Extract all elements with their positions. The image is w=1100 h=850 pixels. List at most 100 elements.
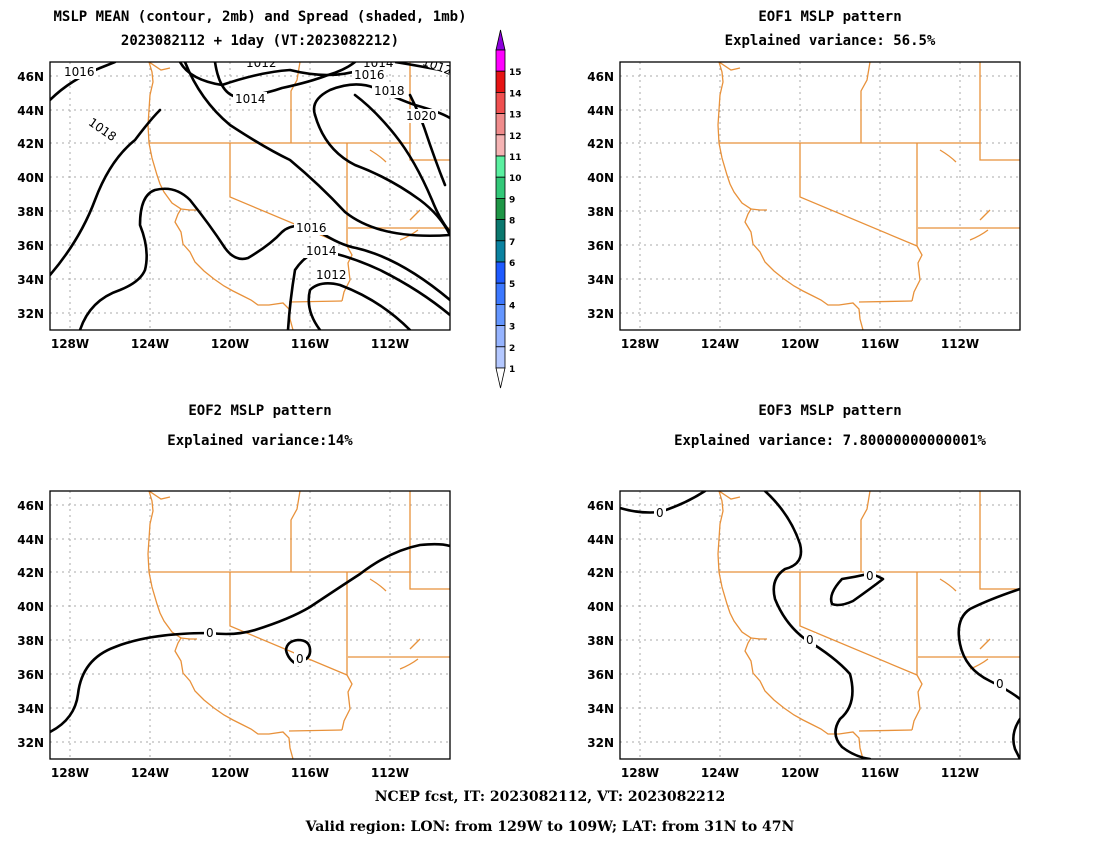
colorbar-label: 8 bbox=[509, 217, 515, 227]
mean-panel-title: MSLP MEAN (contour, 2mb) and Spread (sha… bbox=[53, 9, 467, 25]
axis-tick-labels: 46N 44N 42N 40N 38N 36N 34N 32N 128W 124W 120W 116W… bbox=[17, 70, 979, 780]
eof3-contour-label: 0 bbox=[866, 569, 874, 583]
lat-tick-label: 44N bbox=[17, 533, 44, 547]
eof2-panel-title: EOF2 MSLP pattern bbox=[188, 403, 332, 419]
mean-contour-label: 1016 bbox=[354, 68, 385, 82]
lon-tick-label: 124W bbox=[701, 766, 739, 780]
lat-tick-label: 36N bbox=[587, 668, 614, 682]
mean-panel: 1016 1018 1012 1014 1014 1016 1018 1020 … bbox=[49, 56, 451, 331]
lat-tick-label: 46N bbox=[17, 499, 44, 513]
eof3-panel-subtitle: Explained variance: 7.80000000000001% bbox=[674, 433, 986, 449]
colorbar-label: 12 bbox=[509, 132, 522, 142]
eof1-panel-title: EOF1 MSLP pattern bbox=[758, 9, 902, 25]
lat-tick-label: 32N bbox=[587, 307, 614, 321]
lat-tick-label: 46N bbox=[587, 70, 614, 84]
lon-tick-label: 116W bbox=[291, 337, 329, 351]
lat-tick-label: 44N bbox=[587, 533, 614, 547]
lat-tick-label: 38N bbox=[17, 205, 44, 219]
lon-tick-label: 120W bbox=[781, 337, 819, 351]
mean-contour-label: 1014 bbox=[235, 92, 266, 106]
eof3-panel-title: EOF3 MSLP pattern bbox=[758, 403, 902, 419]
colorbar-label: 14 bbox=[509, 89, 522, 99]
lat-tick-label: 40N bbox=[587, 171, 614, 185]
lat-tick-label: 32N bbox=[587, 736, 614, 750]
lon-tick-label: 116W bbox=[861, 766, 899, 780]
lon-tick-label: 120W bbox=[781, 766, 819, 780]
lon-tick-label: 116W bbox=[291, 766, 329, 780]
lat-tick-label: 42N bbox=[587, 566, 614, 580]
colorbar-segment bbox=[495, 155, 506, 178]
colorbar-segment bbox=[495, 219, 506, 242]
eof1-panel-subtitle: Explained variance: 56.5% bbox=[724, 33, 936, 49]
colorbar-segment bbox=[495, 261, 506, 284]
lat-tick-label: 44N bbox=[587, 104, 614, 118]
lon-tick-label: 128W bbox=[51, 337, 89, 351]
colorbar-segment bbox=[495, 176, 506, 199]
lat-tick-label: 42N bbox=[587, 137, 614, 151]
lon-tick-label: 120W bbox=[211, 766, 249, 780]
colorbar-segment bbox=[495, 92, 506, 115]
lat-tick-label: 36N bbox=[17, 668, 44, 682]
colorbar-label: 3 bbox=[509, 323, 515, 333]
mean-panel-subtitle: 2023082112 + 1day (VT:2023082212) bbox=[120, 33, 400, 49]
eof3-zero-contour bbox=[620, 491, 1020, 759]
lat-tick-label: 44N bbox=[17, 104, 44, 118]
lat-tick-label: 36N bbox=[17, 239, 44, 253]
eof2-contour-label: 0 bbox=[296, 652, 304, 666]
lat-tick-label: 36N bbox=[587, 239, 614, 253]
lon-tick-label: 112W bbox=[371, 766, 409, 780]
footer-valid-region: Valid region: LON: from 129W to 109W; LA… bbox=[305, 819, 795, 835]
colorbar-label: 10 bbox=[509, 174, 522, 184]
lat-tick-label: 34N bbox=[17, 273, 44, 287]
mean-contour-label: 1012 bbox=[316, 268, 347, 282]
colorbar-label: 13 bbox=[509, 111, 522, 121]
lat-tick-label: 40N bbox=[17, 600, 44, 614]
colorbar-label: 4 bbox=[509, 301, 515, 311]
colorbar-label: 2 bbox=[509, 344, 515, 354]
lon-tick-label: 124W bbox=[701, 337, 739, 351]
colorbar-label: 15 bbox=[509, 68, 522, 78]
mean-contour-label: 1020 bbox=[406, 109, 437, 123]
eof2-panel-subtitle: Explained variance:14% bbox=[167, 433, 353, 449]
lon-tick-label: 112W bbox=[941, 337, 979, 351]
eof3-contour-label: 0 bbox=[806, 633, 814, 647]
colorbar-segment bbox=[495, 197, 506, 220]
mean-contour-label: 1014 bbox=[363, 56, 394, 70]
mean-contour-label: 1016 bbox=[296, 221, 327, 235]
eof2-panel: 0 0 bbox=[49, 490, 451, 760]
lat-tick-label: 40N bbox=[17, 171, 44, 185]
lat-tick-label: 46N bbox=[587, 499, 614, 513]
lat-tick-label: 34N bbox=[587, 273, 614, 287]
lat-tick-label: 38N bbox=[17, 634, 44, 648]
lon-tick-label: 116W bbox=[861, 337, 899, 351]
lat-tick-label: 38N bbox=[587, 205, 614, 219]
mean-contour-label: 1014 bbox=[306, 244, 337, 258]
lat-tick-label: 42N bbox=[17, 566, 44, 580]
colorbar-segment bbox=[495, 134, 506, 157]
lat-tick-label: 40N bbox=[587, 600, 614, 614]
lon-tick-label: 124W bbox=[131, 766, 169, 780]
lon-tick-label: 128W bbox=[621, 337, 659, 351]
colorbar-segment bbox=[495, 325, 506, 348]
colorbar-label: 11 bbox=[509, 153, 522, 163]
colorbar-label: 5 bbox=[509, 280, 515, 290]
lon-tick-label: 120W bbox=[211, 337, 249, 351]
lon-tick-label: 128W bbox=[621, 766, 659, 780]
lat-tick-label: 46N bbox=[17, 70, 44, 84]
footer-forecast-info: NCEP fcst, IT: 2023082112, VT: 202308221… bbox=[374, 789, 726, 805]
lon-tick-label: 112W bbox=[941, 766, 979, 780]
colorbar-max-arrow bbox=[495, 29, 506, 51]
colorbar-segment bbox=[495, 282, 506, 305]
colorbar-segment bbox=[495, 49, 506, 72]
colorbar-min-arrow bbox=[495, 367, 506, 389]
eof3-panel: 0 0 0 0 bbox=[619, 490, 1021, 760]
lon-tick-label: 112W bbox=[371, 337, 409, 351]
lon-tick-label: 128W bbox=[51, 766, 89, 780]
lat-tick-label: 42N bbox=[17, 137, 44, 151]
mean-contour-label: 1012 bbox=[246, 56, 277, 70]
colorbar-segment bbox=[495, 240, 506, 263]
lat-tick-label: 38N bbox=[587, 634, 614, 648]
mean-contour-label: 1018 bbox=[374, 84, 405, 98]
